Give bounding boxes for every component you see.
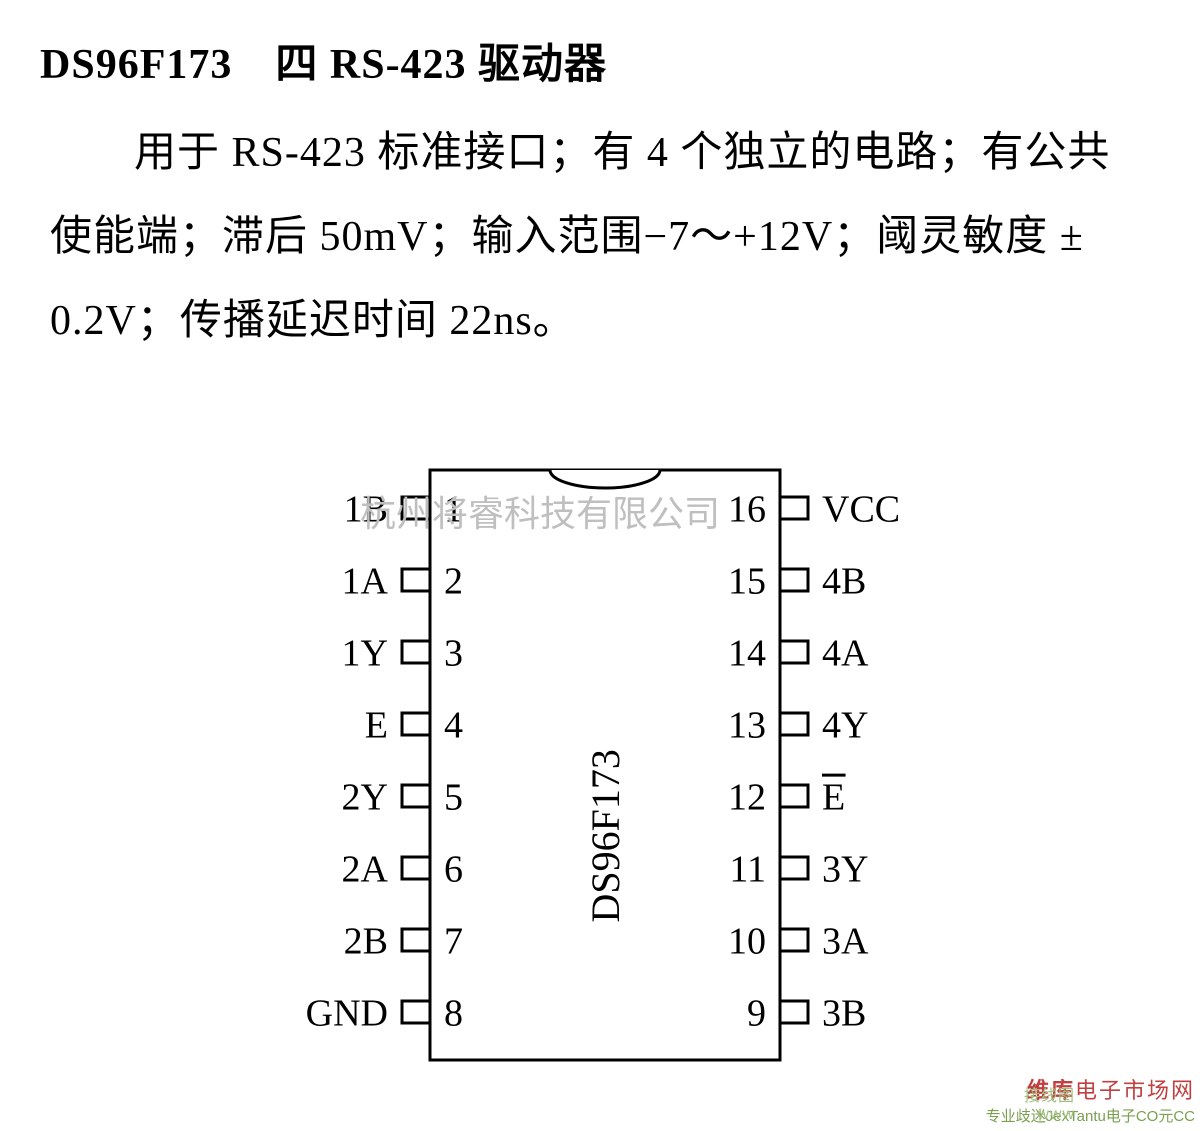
chip-pinout-diagram: 杭州将睿科技有限公司 11B21A31Y4E52Y62A72B8GND16VCC…	[0, 430, 1200, 1090]
pin-label-7: 2B	[344, 920, 388, 962]
pin-number-3: 3	[444, 632, 463, 674]
pin-label-14: 4A	[822, 632, 869, 674]
pin-number-7: 7	[444, 920, 463, 962]
pin-box-5	[402, 785, 430, 807]
pin-label-15: 4B	[822, 560, 866, 602]
chip-name-label: DS96F173	[583, 749, 628, 922]
pin-number-11: 11	[729, 848, 766, 890]
pin-label-5: 2Y	[342, 776, 388, 818]
pin-number-15: 15	[728, 560, 766, 602]
pin-number-8: 8	[444, 992, 463, 1034]
pin-number-14: 14	[728, 632, 766, 674]
pin-label-13: 4Y	[822, 704, 868, 746]
pin-number-9: 9	[747, 992, 766, 1034]
subtitle: 四 RS-423 驱动器	[275, 42, 607, 88]
pin-label-9: 3B	[822, 992, 866, 1034]
pin-label-8: GND	[306, 992, 388, 1034]
pin-number-2: 2	[444, 560, 463, 602]
pin-number-16: 16	[728, 488, 766, 530]
pin-box-12	[780, 785, 808, 807]
pin-label-12: E	[822, 776, 845, 818]
pin-box-6	[402, 857, 430, 879]
pin-box-4	[402, 713, 430, 735]
pin-box-3	[402, 641, 430, 663]
description-text: 用于 RS-423 标准接口；有 4 个独立的电路；有公共使能端；滞后 50mV…	[50, 111, 1150, 363]
watermark-corner: 维库电子市场网 接线图 www 专业歧迷JexTantu电子CO元CC	[986, 1073, 1195, 1126]
pin-label-10: 3A	[822, 920, 869, 962]
pin-label-4: E	[365, 704, 388, 746]
pin-box-16	[780, 497, 808, 519]
pin-label-6: 2A	[342, 848, 389, 890]
pin-label-11: 3Y	[822, 848, 868, 890]
part-number: DS96F173	[40, 42, 232, 88]
pin-box-8	[402, 1001, 430, 1023]
pin-number-4: 4	[444, 704, 463, 746]
pin-box-2	[402, 569, 430, 591]
pin-number-10: 10	[728, 920, 766, 962]
pin-number-5: 5	[444, 776, 463, 818]
pin-label-2: 1A	[342, 560, 389, 602]
pin-label-3: 1Y	[342, 632, 388, 674]
pin-box-10	[780, 929, 808, 951]
watermark-center: 杭州将睿科技有限公司	[360, 485, 720, 537]
pin-number-13: 13	[728, 704, 766, 746]
document-title: DS96F173 四 RS-423 驱动器	[40, 30, 1160, 91]
pin-box-9	[780, 1001, 808, 1023]
pin-box-15	[780, 569, 808, 591]
pin-label-16: VCC	[822, 488, 900, 530]
pin-number-12: 12	[728, 776, 766, 818]
pin-box-7	[402, 929, 430, 951]
pin-box-14	[780, 641, 808, 663]
pin-box-11	[780, 857, 808, 879]
pin-number-6: 6	[444, 848, 463, 890]
page: DS96F173 四 RS-423 驱动器 用于 RS-423 标准接口；有 4…	[0, 0, 1200, 1131]
watermark-url-faint: 接线图 www	[986, 1082, 1075, 1124]
pin-box-13	[780, 713, 808, 735]
